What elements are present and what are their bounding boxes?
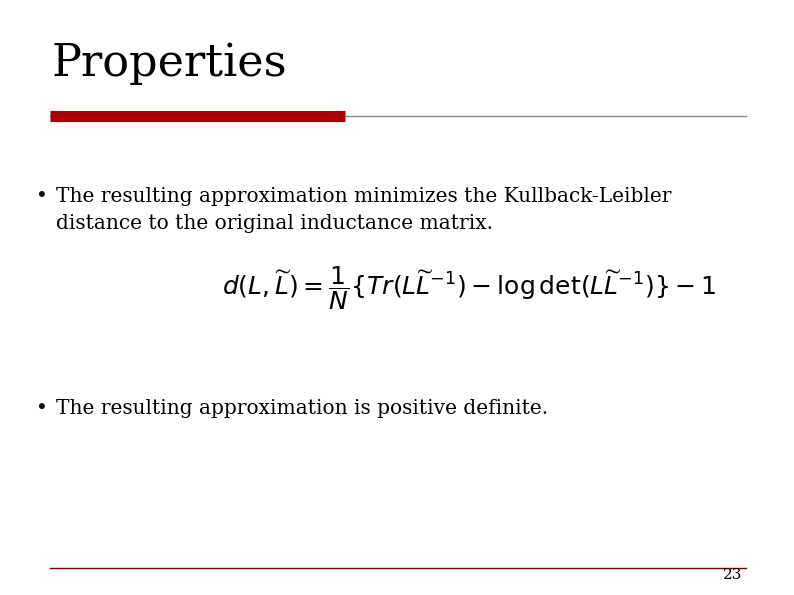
- Text: Properties: Properties: [52, 42, 287, 85]
- Text: $d(L,\widetilde{L}) = \dfrac{1}{N}\{Tr(L\widetilde{L}^{-1}) - \log\det(L\widetil: $d(L,\widetilde{L}) = \dfrac{1}{N}\{Tr(L…: [222, 265, 717, 312]
- Text: •: •: [36, 187, 48, 206]
- Text: 23: 23: [723, 568, 742, 582]
- Text: The resulting approximation minimizes the Kullback-Leibler
distance to the origi: The resulting approximation minimizes th…: [56, 187, 671, 233]
- Text: •: •: [36, 399, 48, 418]
- Text: The resulting approximation is positive definite.: The resulting approximation is positive …: [56, 399, 548, 418]
